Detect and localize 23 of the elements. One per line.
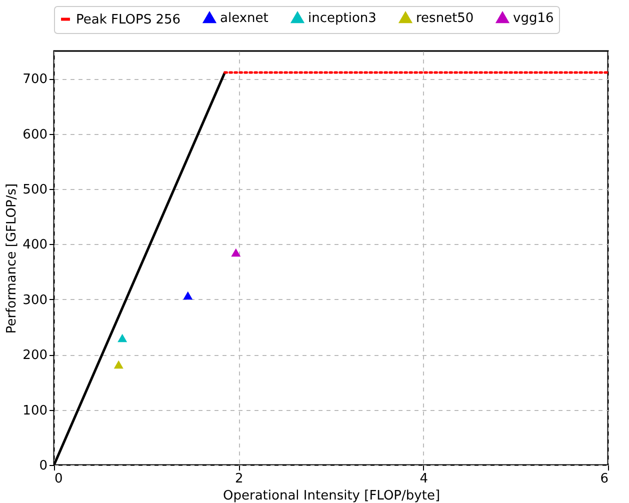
- legend-label: resnet50: [416, 10, 474, 26]
- legend-label: inception3: [308, 10, 376, 26]
- legend-label: alexnet: [220, 10, 268, 26]
- x-axis-title: Operational Intensity [FLOP/byte]: [222, 488, 440, 503]
- legend-label: vgg16: [513, 10, 554, 26]
- y-tick-label: 100: [22, 403, 48, 418]
- y-tick-label: 600: [22, 127, 48, 142]
- x-tick-label: 6: [600, 472, 608, 486]
- y-tick-label: 200: [22, 348, 48, 364]
- x-tick-label: 4: [420, 472, 428, 486]
- legend-label: Peak FLOPS 256: [76, 12, 181, 28]
- x-tick-label: 0: [54, 472, 63, 486]
- point: [183, 291, 193, 300]
- y-tick-label: 400: [22, 238, 48, 253]
- x-tick-label: 2: [235, 472, 244, 486]
- point: [231, 248, 241, 257]
- y-tick-label: 300: [22, 292, 48, 308]
- point: [114, 360, 124, 369]
- y-tick-label: 500: [22, 182, 48, 198]
- y-axis-title: Performance [GFLOP/s]: [4, 183, 20, 334]
- y-tick-label: 700: [22, 72, 48, 88]
- y-tick-label: 0: [39, 458, 48, 474]
- point: [118, 334, 128, 342]
